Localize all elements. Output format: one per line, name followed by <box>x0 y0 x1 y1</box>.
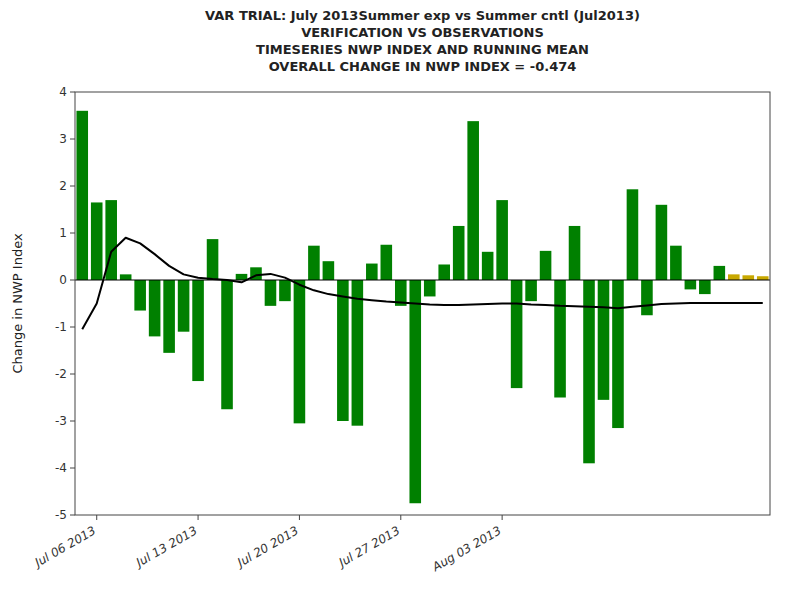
bar <box>265 280 277 306</box>
y-tick <box>70 92 75 93</box>
bar <box>496 200 508 280</box>
bar <box>352 280 364 426</box>
y-tick-label: -1 <box>55 320 67 334</box>
bar <box>627 189 639 280</box>
y-tick <box>70 186 75 187</box>
y-tick-label: -2 <box>55 367 67 381</box>
x-tick-label: Aug 03 2013 <box>429 523 503 574</box>
chart: VAR TRIAL: July 2013Summer exp vs Summer… <box>0 0 800 600</box>
bar <box>554 280 566 398</box>
bar <box>134 280 146 311</box>
x-tick <box>96 515 97 520</box>
bar <box>207 239 219 280</box>
bar <box>221 280 233 409</box>
bar <box>728 274 740 280</box>
bar <box>757 276 769 280</box>
zero-line <box>75 280 770 281</box>
bar <box>670 246 682 280</box>
x-tick <box>400 515 401 520</box>
bar <box>120 274 132 280</box>
y-tick <box>70 233 75 234</box>
y-tick-label: 3 <box>59 132 67 146</box>
y-tick-label: -3 <box>55 414 67 428</box>
title-line: TIMESERIES NWP INDEX AND RUNNING MEAN <box>256 42 589 57</box>
y-tick <box>70 280 75 281</box>
bar <box>192 280 204 381</box>
y-tick-label: 1 <box>59 226 67 240</box>
bar <box>76 111 88 280</box>
bar <box>366 264 378 280</box>
bar <box>699 280 711 294</box>
bar <box>438 264 450 280</box>
y-tick <box>70 515 75 516</box>
y-tick-label: 4 <box>59 85 67 99</box>
x-tick-label: Jul 27 2013 <box>335 523 403 570</box>
x-tick-label: Jul 06 2013 <box>31 523 99 570</box>
plot-frame <box>75 92 770 515</box>
x-axis: Jul 06 2013 Jul 13 2013 Jul 20 2013 Jul 27 … <box>31 515 504 575</box>
bar <box>612 280 624 428</box>
x-tick-label: Jul 20 2013 <box>233 523 301 570</box>
x-tick <box>198 515 199 520</box>
bar <box>714 266 726 280</box>
y-tick <box>70 327 75 328</box>
y-tick <box>70 139 75 140</box>
bar <box>409 280 421 503</box>
y-tick-label: -4 <box>55 461 67 475</box>
bar <box>323 261 335 280</box>
title-line: VERIFICATION VS OBSERVATIONS <box>301 25 544 40</box>
x-tick-label: Jul 13 2013 <box>132 523 200 570</box>
bar <box>337 280 349 421</box>
y-tick <box>70 374 75 375</box>
bar <box>453 226 465 280</box>
bar <box>467 121 479 280</box>
bar <box>381 245 393 280</box>
bar <box>178 280 190 332</box>
title-line: OVERALL CHANGE IN NWP INDEX = -0.474 <box>269 59 577 74</box>
y-tick-label: 2 <box>59 179 67 193</box>
x-tick <box>502 515 503 520</box>
bar <box>308 246 320 280</box>
bar <box>641 280 653 315</box>
y-tick <box>70 421 75 422</box>
y-tick-label: 0 <box>59 273 67 287</box>
bar <box>540 251 552 280</box>
bar <box>511 280 523 388</box>
bar <box>742 275 754 280</box>
bar <box>482 252 494 280</box>
title: VAR TRIAL: July 2013Summer exp vs Summer… <box>205 8 640 74</box>
bar <box>656 205 668 280</box>
plot-marks <box>75 111 770 503</box>
bar <box>236 274 248 280</box>
bar <box>525 280 537 301</box>
bar <box>163 280 175 353</box>
x-tick <box>299 515 300 520</box>
y-tick-label: -5 <box>55 508 67 522</box>
title-line: VAR TRIAL: July 2013Summer exp vs Summer… <box>205 8 640 23</box>
bar <box>279 280 291 301</box>
y-axis-label: Change in NWP Index <box>10 233 25 374</box>
bar <box>685 280 697 289</box>
bar <box>91 202 103 280</box>
bar <box>569 226 581 280</box>
bar <box>424 280 436 296</box>
y-axis: -5 -4 -3 -2 -1 0 1 2 3 4 <box>55 85 75 522</box>
bar <box>294 280 306 423</box>
y-tick <box>70 468 75 469</box>
running-mean-line <box>82 238 763 330</box>
bar <box>598 280 610 400</box>
bar <box>149 280 161 336</box>
